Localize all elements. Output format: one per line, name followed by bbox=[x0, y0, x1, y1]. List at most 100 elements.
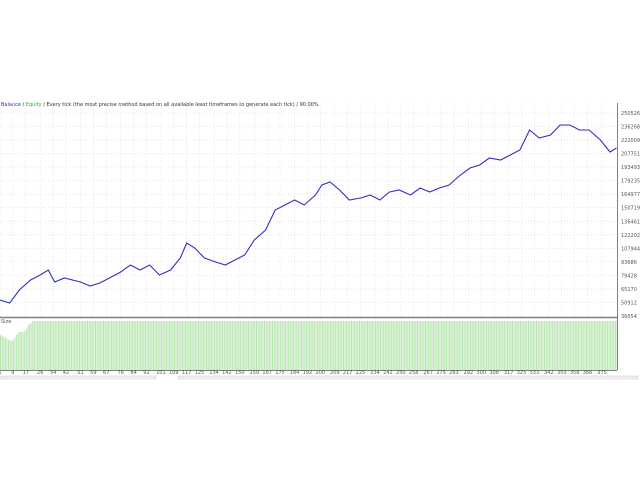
size-bar bbox=[563, 321, 565, 370]
size-bar bbox=[431, 321, 433, 370]
size-bar bbox=[123, 321, 126, 370]
x-tick-label: 225 bbox=[356, 370, 366, 376]
size-bar bbox=[407, 321, 409, 370]
size-bar bbox=[235, 321, 237, 370]
scrollbar-right[interactable] bbox=[177, 375, 639, 380]
size-bars bbox=[0, 321, 618, 370]
size-bar bbox=[276, 321, 278, 370]
size-bar bbox=[215, 321, 217, 370]
size-bar bbox=[175, 321, 177, 370]
size-bar bbox=[420, 321, 422, 370]
x-tick-label: 217 bbox=[343, 370, 353, 376]
size-bar bbox=[434, 321, 436, 370]
size-bar bbox=[449, 321, 451, 370]
size-bar bbox=[357, 321, 359, 370]
size-bar bbox=[212, 321, 214, 370]
y-tick-label: 36654 bbox=[621, 314, 637, 320]
size-bar bbox=[510, 321, 512, 370]
size-bar bbox=[561, 321, 563, 370]
y-tick-label: 136461 bbox=[621, 219, 640, 225]
size-bar bbox=[103, 321, 105, 370]
size-bar bbox=[476, 321, 478, 370]
size-bar bbox=[83, 321, 85, 370]
size-bar bbox=[12, 339, 14, 370]
scrollbar-left[interactable] bbox=[0, 375, 157, 380]
size-bar bbox=[466, 321, 468, 370]
x-tick-label: 283 bbox=[449, 370, 459, 376]
size-bar bbox=[196, 321, 198, 370]
size-bar bbox=[397, 321, 399, 370]
size-bar bbox=[463, 321, 465, 370]
size-bar bbox=[101, 321, 103, 370]
size-bar bbox=[207, 321, 209, 370]
size-bar bbox=[552, 321, 554, 370]
size-bar bbox=[428, 321, 430, 370]
size-bar bbox=[193, 321, 195, 370]
size-bar bbox=[605, 321, 607, 370]
y-tick-label: 93686 bbox=[621, 260, 637, 266]
x-tick-label: 292 bbox=[464, 370, 474, 376]
size-bar bbox=[325, 321, 327, 370]
size-bar bbox=[131, 321, 134, 370]
size-bar bbox=[526, 321, 528, 370]
size-bar bbox=[197, 321, 200, 370]
size-bar bbox=[587, 321, 589, 370]
x-tick-label: 366 bbox=[583, 370, 593, 376]
size-bar bbox=[143, 321, 145, 370]
size-bar bbox=[402, 321, 404, 370]
size-bar bbox=[354, 321, 356, 370]
size-bar bbox=[25, 328, 27, 370]
size-bar bbox=[231, 321, 233, 370]
size-bar bbox=[577, 321, 579, 370]
size-bar bbox=[395, 321, 398, 370]
size-bar bbox=[135, 321, 137, 370]
size-bar bbox=[41, 321, 43, 370]
size-bar bbox=[436, 321, 438, 370]
x-tick-label: 34 bbox=[50, 370, 56, 376]
size-bar bbox=[413, 321, 415, 370]
size-bar bbox=[381, 321, 383, 370]
x-tick-label: 308 bbox=[489, 370, 499, 376]
size-bar bbox=[164, 321, 166, 370]
size-bar bbox=[149, 321, 151, 370]
size-bar bbox=[156, 321, 158, 370]
size-bar bbox=[263, 321, 266, 370]
y-axis-labels: 250526 236268 222009 207751 193493 179235 1649… bbox=[621, 111, 640, 320]
size-bar bbox=[61, 321, 63, 370]
size-bar bbox=[515, 321, 517, 370]
size-bar bbox=[286, 321, 288, 370]
size-bar bbox=[189, 321, 192, 370]
x-tick-label: 258 bbox=[409, 370, 419, 376]
size-bar bbox=[445, 321, 447, 370]
separator: / bbox=[20, 102, 26, 108]
size-bar bbox=[151, 321, 153, 370]
size-bar bbox=[558, 321, 560, 370]
size-bar bbox=[115, 321, 117, 370]
size-bar bbox=[64, 321, 66, 370]
size-bar bbox=[199, 321, 201, 370]
x-tick-label: 234 bbox=[370, 370, 380, 376]
size-bar bbox=[608, 321, 610, 370]
size-bar bbox=[349, 321, 351, 370]
size-bar bbox=[241, 321, 243, 370]
size-bar bbox=[273, 321, 275, 370]
size-bar bbox=[321, 321, 324, 370]
size-bar bbox=[313, 321, 315, 370]
x-tick-label: 358 bbox=[570, 370, 580, 376]
size-bar bbox=[373, 321, 375, 370]
size-bar bbox=[376, 321, 378, 370]
size-bar bbox=[366, 321, 369, 370]
size-bar bbox=[214, 321, 216, 370]
size-bar bbox=[78, 321, 80, 370]
size-bar bbox=[292, 321, 295, 370]
balance-legend: Balance bbox=[1, 102, 21, 108]
size-bar bbox=[262, 321, 264, 370]
x-tick-label: 175 bbox=[275, 370, 285, 376]
size-bar bbox=[96, 321, 98, 370]
size-bar bbox=[82, 321, 84, 370]
size-bar bbox=[291, 321, 293, 370]
size-bar bbox=[6, 338, 8, 370]
size-bar bbox=[267, 321, 269, 370]
size-bar bbox=[542, 321, 544, 370]
size-bar bbox=[556, 321, 559, 370]
